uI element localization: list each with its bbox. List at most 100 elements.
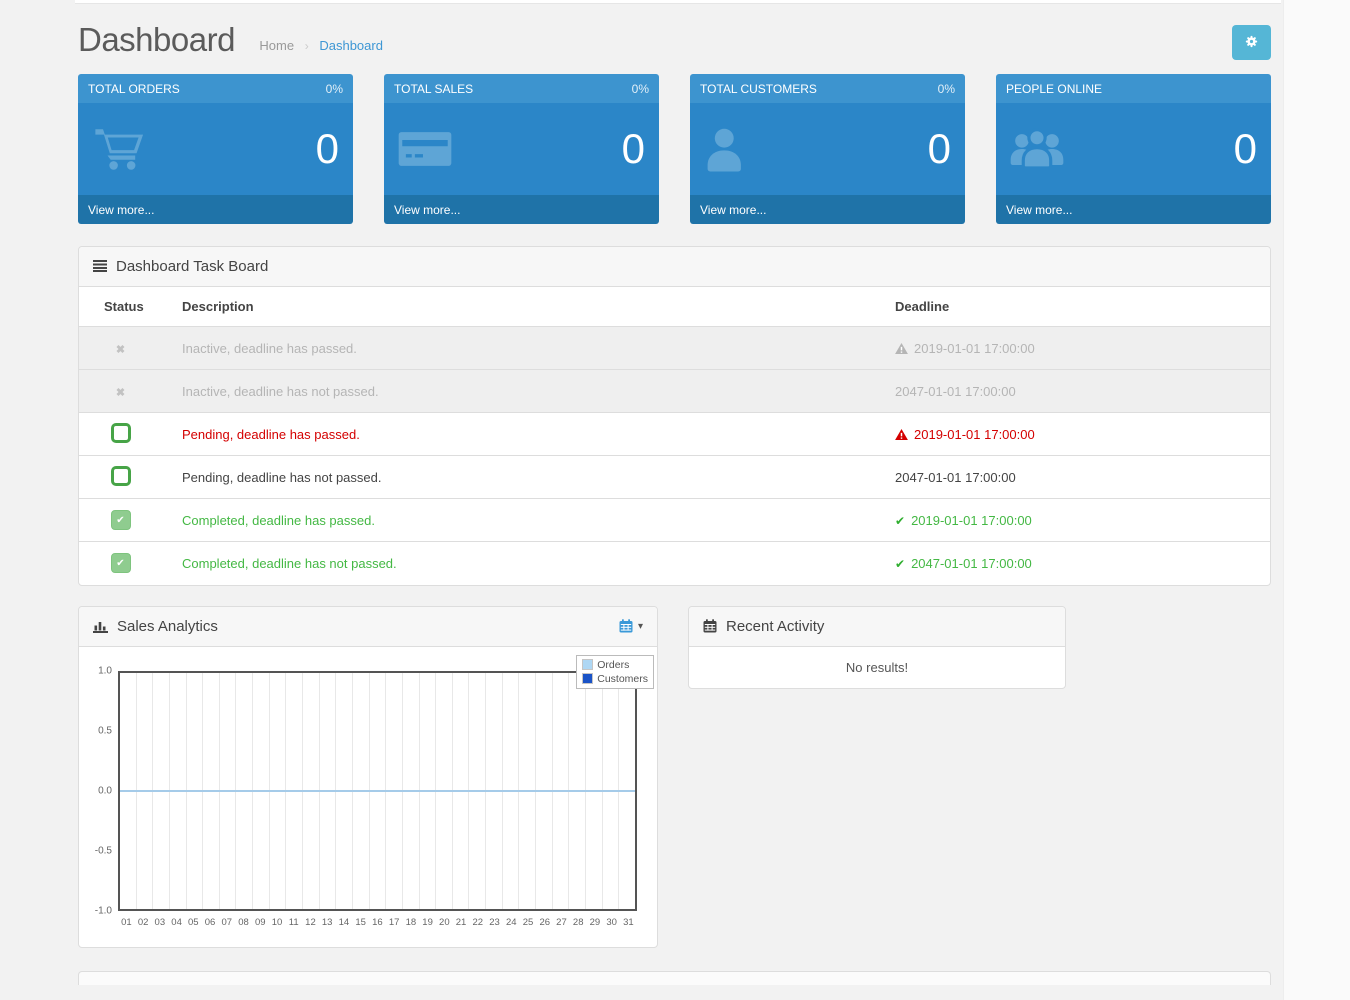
task-deadline: 2019-01-01 17:00:00 — [880, 327, 1270, 370]
recent-activity-empty-message: No results! — [845, 659, 909, 675]
date-range-dropdown-button[interactable]: ▾ — [619, 619, 643, 633]
x-tick-label: 15 — [355, 916, 366, 928]
orders-series-line — [120, 789, 635, 792]
plot-area — [118, 670, 637, 911]
stat-tile-value: 0 — [621, 125, 645, 172]
task-deadline: 2047-01-01 17:00:00 — [895, 469, 1016, 485]
x-tick-label: 05 — [188, 916, 199, 928]
stat-tile-body: 0 — [996, 103, 1271, 195]
x-tick-label: 13 — [321, 916, 333, 928]
recent-activity-title: Recent Activity — [726, 617, 825, 635]
users-icon — [1010, 128, 1064, 170]
view-more-link[interactable]: View more... — [690, 195, 965, 224]
stat-tile-icon — [704, 125, 758, 173]
stat-tile-header: TOTAL CUSTOMERS 0% — [690, 74, 965, 103]
warning-icon — [895, 428, 908, 440]
stat-tile-icon — [398, 125, 452, 173]
stat-tile-label: PEOPLE ONLINE — [1006, 81, 1103, 96]
recent-activity-heading: Recent Activity — [689, 606, 1065, 647]
task-deadline: 2047-01-01 17:00:00 — [895, 383, 1016, 399]
stat-tile-icon — [1010, 125, 1064, 173]
task-row: Pending, deadline has passed. 2019-01-01… — [79, 412, 1270, 456]
x-axis: 01 02 03 04 05 06 07 08 09 10 11 12 13 14 15 16 17 18 19 20… — [118, 917, 637, 928]
x-tick-label: 23 — [489, 916, 500, 928]
bar-chart-icon — [93, 620, 108, 633]
breadcrumb: Home › Dashboard — [259, 28, 383, 53]
breadcrumb-separator: › — [304, 38, 309, 53]
task-status-icon: ✔ — [110, 510, 131, 530]
stat-tile-percent: 0% — [325, 81, 343, 96]
task-row: ✔ Completed, deadline has not passed. ✔ 2… — [79, 541, 1270, 585]
x-tick-label: 25 — [522, 916, 534, 928]
sales-analytics-panel: Sales Analytics ▾ 1.0 0.5 0.0 -0.5 -1.0 — [78, 605, 658, 948]
task-status-cell — [79, 456, 177, 499]
column-header-description: Description — [177, 287, 880, 327]
y-tick-label: -1.0 — [94, 905, 112, 916]
task-description: Completed, deadline has not passed. — [182, 555, 397, 571]
task-description: Pending, deadline has not passed. — [182, 469, 382, 485]
x-tick-label: 06 — [204, 916, 216, 928]
legend-swatch — [582, 659, 594, 670]
stat-tile: TOTAL SALES 0% 0 View more... — [384, 74, 659, 224]
view-more-link[interactable]: View more... — [384, 195, 659, 224]
x-tick-label: 31 — [623, 916, 634, 928]
legend-label: Customers — [597, 672, 648, 685]
stat-tile-label: TOTAL SALES — [394, 81, 474, 96]
sales-analytics-heading: Sales Analytics ▾ — [79, 606, 657, 647]
calendar-icon — [703, 619, 717, 633]
y-tick-label: 0.0 — [98, 785, 112, 796]
x-tick-label: 18 — [405, 916, 417, 928]
stat-tile-header: TOTAL SALES 0% — [384, 74, 659, 103]
task-board-title: Dashboard Task Board — [116, 258, 269, 275]
list-icon — [93, 260, 107, 273]
x-tick-label: 29 — [589, 916, 601, 928]
x-tick-label: 27 — [556, 916, 567, 928]
calendar-icon — [703, 619, 717, 633]
calendar-icon — [619, 619, 633, 633]
stat-tile-body: 0 — [384, 103, 659, 195]
task-deadline: ✔ 2019-01-01 17:00:00 — [895, 512, 1032, 528]
x-tick-label: 07 — [221, 916, 233, 928]
check-icon: ✔ — [895, 556, 906, 571]
y-tick-label: -0.5 — [94, 845, 112, 856]
task-description: Inactive, deadline has not passed. — [182, 383, 379, 399]
task-row: Pending, deadline has not passed. 2047-0… — [79, 455, 1270, 499]
task-description: Inactive, deadline has passed. — [182, 340, 357, 356]
sales-chart: 1.0 0.5 0.0 -0.5 -1.0 Orders Customers 01 02 03… — [79, 647, 657, 947]
x-tick-label: 12 — [305, 916, 316, 928]
breadcrumb-home-link[interactable]: Home — [259, 37, 295, 53]
legend-item: Orders — [582, 659, 648, 671]
task-status-cell: ✖ — [79, 370, 177, 413]
gear-icon — [1244, 34, 1259, 52]
stat-tile-percent: 0% — [631, 81, 649, 96]
task-status-icon — [110, 465, 131, 486]
stat-tile-header: TOTAL ORDERS 0% — [78, 74, 353, 103]
stat-tile-body: 0 — [78, 103, 353, 195]
stat-tile-value: 0 — [1233, 125, 1257, 172]
stat-tile: PEOPLE ONLINE 0 View more... — [996, 74, 1271, 224]
stat-tile-header: PEOPLE ONLINE — [996, 74, 1271, 103]
x-tick-label: 01 — [121, 916, 132, 928]
x-tick-label: 30 — [606, 916, 617, 928]
task-status-icon: ✔ — [110, 553, 131, 574]
task-status-cell — [79, 413, 177, 456]
column-header-status: Status — [79, 287, 177, 327]
top-navbar-edge — [75, 0, 1281, 4]
task-table: Status Description Deadline ✖ Inactive, … — [79, 287, 1270, 585]
x-tick-label: 14 — [338, 916, 350, 928]
x-tick-label: 08 — [238, 916, 249, 928]
calendar-icon — [619, 619, 633, 633]
x-tick-label: 03 — [154, 916, 166, 928]
view-more-link[interactable]: View more... — [996, 195, 1271, 224]
y-axis: 1.0 0.5 0.0 -0.5 -1.0 — [79, 665, 112, 916]
breadcrumb-dashboard-link[interactable]: Dashboard — [319, 37, 383, 53]
x-tick-label: 10 — [271, 916, 283, 928]
bar-chart-icon — [93, 621, 108, 633]
lower-panels-row: Sales Analytics ▾ 1.0 0.5 0.0 -0.5 -1.0 — [78, 605, 1271, 948]
task-description: Pending, deadline has passed. — [182, 426, 360, 442]
dashboard-settings-button[interactable] — [1232, 25, 1271, 60]
stat-tile-label: TOTAL CUSTOMERS — [700, 81, 817, 96]
task-status-cell: ✔ — [79, 499, 177, 542]
x-tick-label: 17 — [388, 916, 400, 928]
view-more-link[interactable]: View more... — [78, 195, 353, 224]
